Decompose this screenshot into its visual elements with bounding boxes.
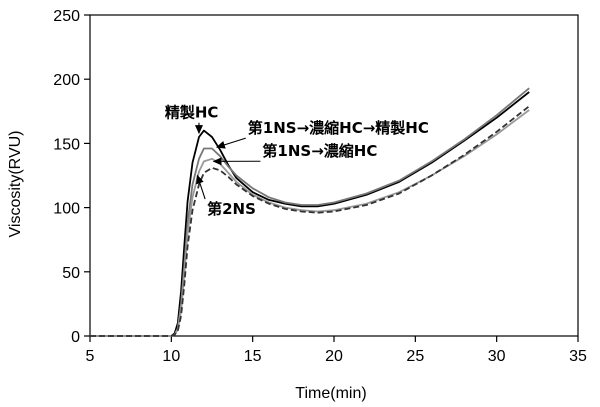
y-tick-label: 50 — [62, 265, 80, 282]
x-tick-label: 20 — [325, 348, 343, 365]
annotation-label: 精製HC — [165, 104, 219, 122]
x-tick-label: 35 — [569, 348, 587, 365]
axes: 5 10 15 20 25 30 35 0 50 100 150 200 250 — [53, 8, 587, 365]
annotations: 精製HC 第1NS→濃縮HC→精製HC 第1NS→濃縮HC 第2NS — [165, 104, 429, 218]
series-line-3 — [90, 109, 530, 337]
y-tick-label: 150 — [53, 136, 80, 153]
y-tick-label: 200 — [53, 72, 80, 89]
x-tick-label: 25 — [406, 348, 424, 365]
x-tick-label: 5 — [86, 348, 95, 365]
y-tick-label: 0 — [71, 329, 80, 346]
annotation-arrow — [215, 137, 246, 149]
y-tick-label: 250 — [53, 8, 80, 25]
plot-frame — [89, 14, 579, 337]
annotation-label: 第2NS — [207, 200, 256, 218]
y-axis-title: Viscosity(RVU) — [7, 131, 24, 238]
series-line-4 — [90, 105, 530, 337]
annotation-label: 第1NS→濃縮HC — [262, 142, 377, 160]
series-layer — [90, 87, 530, 337]
annotation-label: 第1NS→濃縮HC→精製HC — [248, 119, 429, 137]
y-tick-label: 100 — [53, 201, 80, 218]
x-tick-label: 30 — [488, 348, 506, 365]
x-axis-title: Time(min) — [295, 385, 366, 402]
annotation-arrow — [196, 174, 206, 200]
x-tick-label: 10 — [162, 348, 180, 365]
x-tick-label: 15 — [244, 348, 262, 365]
